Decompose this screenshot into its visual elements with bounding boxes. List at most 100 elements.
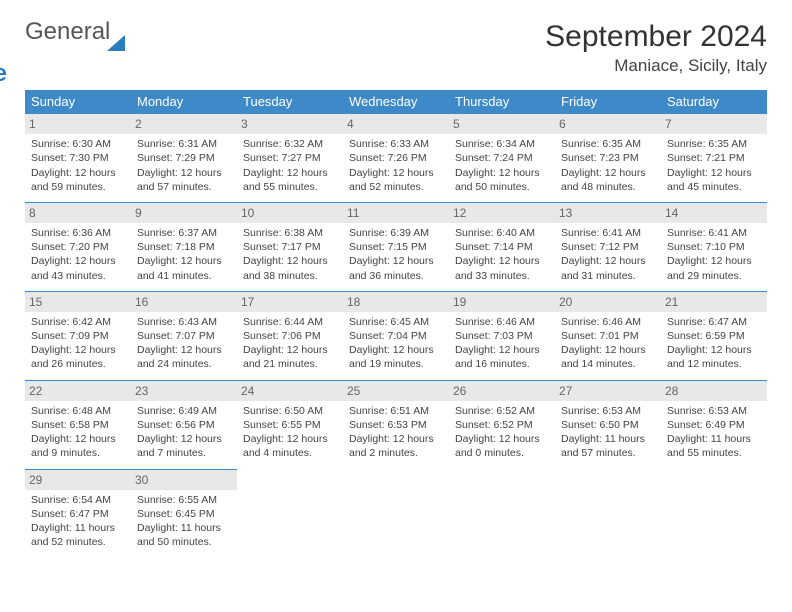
daylight-text: and 50 minutes.	[137, 535, 231, 549]
day-number: 30	[131, 470, 237, 490]
sunset-text: Sunset: 7:09 PM	[31, 329, 125, 343]
day-number: 25	[343, 381, 449, 401]
daylight-text: and 31 minutes.	[561, 269, 655, 283]
daylight-text: and 0 minutes.	[455, 446, 549, 460]
sunrise-text: Sunrise: 6:41 AM	[667, 226, 761, 240]
daylight-text: Daylight: 12 hours	[667, 166, 761, 180]
calendar-cell: 20Sunrise: 6:46 AMSunset: 7:01 PMDayligh…	[555, 291, 661, 380]
header: General Blue September 2024 Maniace, Sic…	[25, 20, 767, 76]
calendar-cell: 12Sunrise: 6:40 AMSunset: 7:14 PMDayligh…	[449, 202, 555, 291]
daylight-text: and 52 minutes.	[31, 535, 125, 549]
daylight-text: Daylight: 12 hours	[243, 254, 337, 268]
sunset-text: Sunset: 6:49 PM	[667, 418, 761, 432]
sunrise-text: Sunrise: 6:32 AM	[243, 137, 337, 151]
sunset-text: Sunset: 7:10 PM	[667, 240, 761, 254]
daylight-text: Daylight: 12 hours	[31, 343, 125, 357]
day-number: 18	[343, 292, 449, 312]
weekday-header: Monday	[131, 90, 237, 114]
daylight-text: and 55 minutes.	[243, 180, 337, 194]
day-number: 5	[449, 114, 555, 134]
calendar-cell: 8Sunrise: 6:36 AMSunset: 7:20 PMDaylight…	[25, 202, 131, 291]
sunrise-text: Sunrise: 6:50 AM	[243, 404, 337, 418]
day-number: 26	[449, 381, 555, 401]
logo-line2: Blue	[0, 62, 58, 86]
sunset-text: Sunset: 6:56 PM	[137, 418, 231, 432]
calendar-cell: 6 Sunrise: 6:35 AMSunset: 7:23 PMDaylight…	[555, 114, 661, 203]
calendar-cell: 10Sunrise: 6:38 AMSunset: 7:17 PMDayligh…	[237, 202, 343, 291]
sunset-text: Sunset: 7:14 PM	[455, 240, 549, 254]
daylight-text: and 33 minutes.	[455, 269, 549, 283]
calendar-cell: 13Sunrise: 6:41 AMSunset: 7:12 PMDayligh…	[555, 202, 661, 291]
sunset-text: Sunset: 6:47 PM	[31, 507, 125, 521]
sunrise-text: Sunrise: 6:31 AM	[137, 137, 231, 151]
sunset-text: Sunset: 7:30 PM	[31, 151, 125, 165]
daylight-text: and 48 minutes.	[561, 180, 655, 194]
calendar-cell: 22Sunrise: 6:48 AMSunset: 6:58 PMDayligh…	[25, 380, 131, 469]
sunset-text: Sunset: 7:03 PM	[455, 329, 549, 343]
daylight-text: Daylight: 12 hours	[561, 343, 655, 357]
daylight-text: Daylight: 12 hours	[349, 343, 443, 357]
day-number: 13	[555, 203, 661, 223]
calendar-cell: 5Sunrise: 6:34 AMSunset: 7:24 PMDaylight…	[449, 114, 555, 203]
sunset-text: Sunset: 7:27 PM	[243, 151, 337, 165]
day-number: 27	[555, 381, 661, 401]
sunrise-text: Sunrise: 6:41 AM	[561, 226, 655, 240]
daylight-text: Daylight: 12 hours	[31, 254, 125, 268]
sunrise-text: Sunrise: 6:43 AM	[137, 315, 231, 329]
day-number: 20	[555, 292, 661, 312]
daylight-text: Daylight: 12 hours	[243, 166, 337, 180]
sunset-text: Sunset: 7:24 PM	[455, 151, 549, 165]
daylight-text: and 26 minutes.	[31, 357, 125, 371]
daylight-text: Daylight: 12 hours	[561, 166, 655, 180]
daylight-text: Daylight: 12 hours	[243, 343, 337, 357]
daylight-text: and 50 minutes.	[455, 180, 549, 194]
calendar-cell: 11Sunrise: 6:39 AMSunset: 7:15 PMDayligh…	[343, 202, 449, 291]
day-number: 6	[555, 114, 661, 134]
sunrise-text: Sunrise: 6:39 AM	[349, 226, 443, 240]
sunset-text: Sunset: 7:21 PM	[667, 151, 761, 165]
calendar-cell: 25Sunrise: 6:51 AMSunset: 6:53 PMDayligh…	[343, 380, 449, 469]
sunrise-text: Sunrise: 6:36 AM	[31, 226, 125, 240]
logo-text: General Blue	[25, 20, 128, 68]
calendar-cell: 26Sunrise: 6:52 AMSunset: 6:52 PMDayligh…	[449, 380, 555, 469]
sunrise-text: Sunrise: 6:51 AM	[349, 404, 443, 418]
sunset-text: Sunset: 7:06 PM	[243, 329, 337, 343]
day-number: 10	[237, 203, 343, 223]
sunset-text: Sunset: 7:01 PM	[561, 329, 655, 343]
weekday-header: Friday	[555, 90, 661, 114]
weekday-header: Tuesday	[237, 90, 343, 114]
daylight-text: Daylight: 11 hours	[561, 432, 655, 446]
daylight-text: Daylight: 12 hours	[31, 432, 125, 446]
day-number: 19	[449, 292, 555, 312]
daylight-text: Daylight: 12 hours	[31, 166, 125, 180]
calendar-cell: 1Sunrise: 6:30 AMSunset: 7:30 PMDaylight…	[25, 114, 131, 203]
daylight-text: and 29 minutes.	[667, 269, 761, 283]
sunset-text: Sunset: 7:23 PM	[561, 151, 655, 165]
sunrise-text: Sunrise: 6:52 AM	[455, 404, 549, 418]
daylight-text: and 43 minutes.	[31, 269, 125, 283]
sunrise-text: Sunrise: 6:40 AM	[455, 226, 549, 240]
sunrise-text: Sunrise: 6:33 AM	[349, 137, 443, 151]
sunrise-text: Sunrise: 6:35 AM	[667, 137, 761, 151]
calendar-cell: 29Sunrise: 6:54 AMSunset: 6:47 PMDayligh…	[25, 469, 131, 557]
sunset-text: Sunset: 7:26 PM	[349, 151, 443, 165]
daylight-text: Daylight: 12 hours	[137, 343, 231, 357]
daylight-text: and 45 minutes.	[667, 180, 761, 194]
calendar-cell: 28Sunrise: 6:53 AMSunset: 6:49 PMDayligh…	[661, 380, 767, 469]
sunset-text: Sunset: 7:17 PM	[243, 240, 337, 254]
sunset-text: Sunset: 6:55 PM	[243, 418, 337, 432]
daylight-text: and 16 minutes.	[455, 357, 549, 371]
calendar-cell: 3Sunrise: 6:32 AMSunset: 7:27 PMDaylight…	[237, 114, 343, 203]
calendar-head: SundayMondayTuesdayWednesdayThursdayFrid…	[25, 90, 767, 114]
calendar-cell: 18Sunrise: 6:45 AMSunset: 7:04 PMDayligh…	[343, 291, 449, 380]
calendar-cell: 2Sunrise: 6:31 AMSunset: 7:29 PMDaylight…	[131, 114, 237, 203]
day-number: 8	[25, 203, 131, 223]
calendar-cell: 21Sunrise: 6:47 AMSunset: 6:59 PMDayligh…	[661, 291, 767, 380]
daylight-text: Daylight: 12 hours	[455, 343, 549, 357]
daylight-text: Daylight: 12 hours	[455, 432, 549, 446]
day-number: 21	[661, 292, 767, 312]
daylight-text: and 14 minutes.	[561, 357, 655, 371]
daylight-text: Daylight: 11 hours	[31, 521, 125, 535]
sunset-text: Sunset: 7:04 PM	[349, 329, 443, 343]
sunrise-text: Sunrise: 6:35 AM	[561, 137, 655, 151]
